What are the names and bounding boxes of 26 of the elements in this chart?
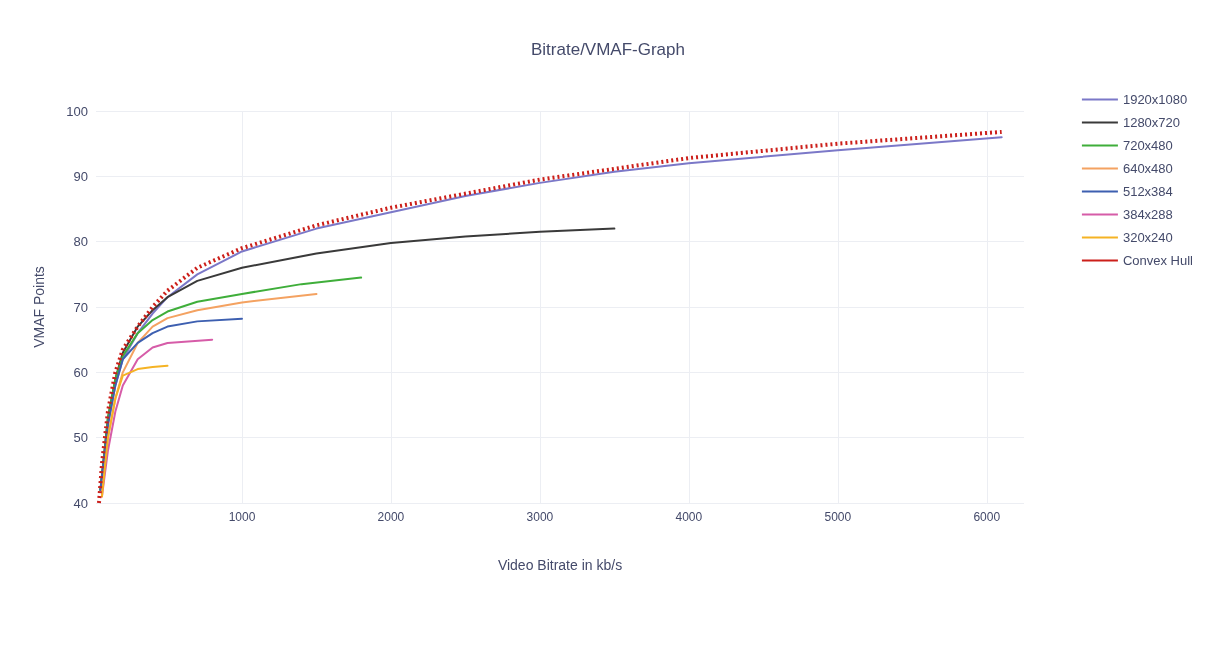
line-series [100,364,169,498]
x-tick-label: 1000 [228,510,256,524]
y-axis-title: VMAF Points [31,266,47,348]
y-tick-label: 70 [73,299,88,315]
legend-label: 512x384 [1122,184,1173,199]
x-tick-label: 5000 [824,510,852,524]
y-tick-label: 40 [73,495,88,511]
legend-label: 384x288 [1122,207,1173,222]
legend-label: 1280x720 [1122,115,1181,130]
y-tick-label: 100 [66,103,88,119]
legend-label: 720x480 [1122,138,1173,153]
y-tick-label: 50 [73,430,88,446]
legend-label: 640x480 [1122,161,1173,176]
x-tick-label: 6000 [973,510,1001,524]
x-tick-label: 3000 [526,510,554,524]
x-axis-title: Video Bitrate in kb/s [497,557,623,573]
legend-label: 1920x1080 [1122,92,1188,107]
legend-label: 320x240 [1122,230,1173,245]
y-tick-label: 80 [73,234,88,250]
chart-title: Bitrate/VMAF-Graph [531,40,685,59]
x-tick-label: 4000 [675,510,703,524]
legend-label: Convex Hull [1122,253,1194,268]
line-series [99,317,243,491]
x-tick-label: 2000 [377,510,405,524]
y-tick-label: 90 [73,168,88,184]
y-tick-label: 60 [73,364,88,380]
